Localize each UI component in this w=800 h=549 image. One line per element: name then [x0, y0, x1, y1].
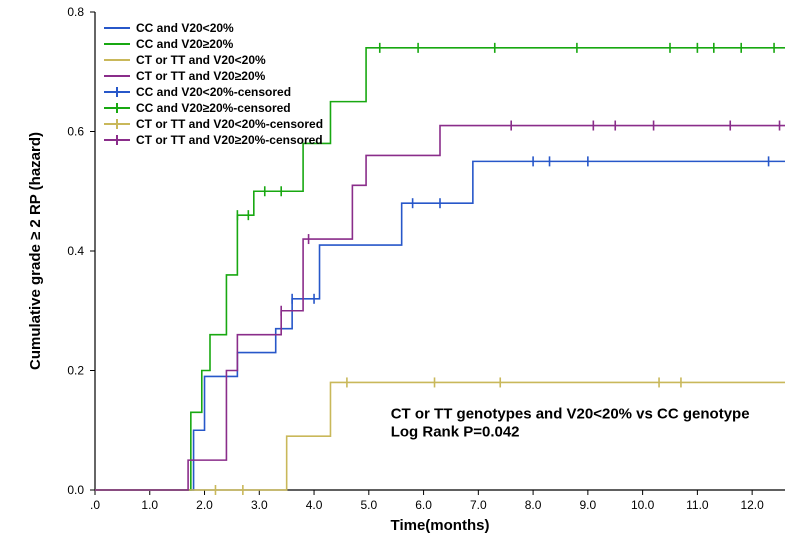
- x-tick-label: 10.0: [631, 498, 655, 512]
- x-tick-label: 1.0: [141, 498, 158, 512]
- x-tick-label: 2.0: [196, 498, 213, 512]
- y-tick-label: 0.4: [67, 244, 84, 258]
- x-tick-label: 5.0: [360, 498, 377, 512]
- series-line: [95, 161, 785, 490]
- annotation-text: Log Rank P=0.042: [391, 423, 520, 440]
- x-tick-label: 8.0: [525, 498, 542, 512]
- x-tick-label: 12.0: [740, 498, 764, 512]
- y-axis-label: Cumulative grade ≥ 2 RP (hazard): [27, 132, 44, 370]
- legend-label: CC and V20<20%-censored: [136, 85, 291, 99]
- legend-label: CC and V20≥20%: [136, 37, 234, 51]
- legend-label: CC and V20<20%: [136, 21, 234, 35]
- x-tick-label: 9.0: [580, 498, 597, 512]
- x-tick-label: 4.0: [306, 498, 323, 512]
- x-tick-label: 7.0: [470, 498, 487, 512]
- legend-label: CT or TT and V20<20%-censored: [136, 117, 323, 131]
- x-tick-label: 11.0: [686, 498, 709, 512]
- x-tick-label: 3.0: [251, 498, 268, 512]
- legend-label: CT or TT and V20<20%: [136, 53, 266, 67]
- km-chart: .0 1.0 2.0 3.0 4.0 5.0 6.0 7.0 8.0 9.0 10.0 11.0 12.…: [0, 0, 800, 549]
- y-tick-label: 0.2: [67, 364, 84, 378]
- y-tick-label: 0.0: [67, 483, 84, 497]
- legend-label: CT or TT and V20≥20%: [136, 69, 266, 83]
- legend-label: CT or TT and V20≥20%-censored: [136, 133, 323, 147]
- annotation-text: CT or TT genotypes and V20<20% vs CC gen…: [391, 405, 750, 422]
- x-tick-label: .0: [90, 498, 100, 512]
- x-tick-label: 6.0: [415, 498, 432, 512]
- y-tick-label: 0.8: [67, 5, 84, 19]
- y-tick-label: 0.6: [67, 125, 84, 139]
- chart-svg: .0 1.0 2.0 3.0 4.0 5.0 6.0 7.0 8.0 9.0 10.0 11.0 12.…: [0, 0, 800, 549]
- x-axis-label: Time(months): [391, 517, 490, 534]
- legend-label: CC and V20≥20%-censored: [136, 101, 291, 115]
